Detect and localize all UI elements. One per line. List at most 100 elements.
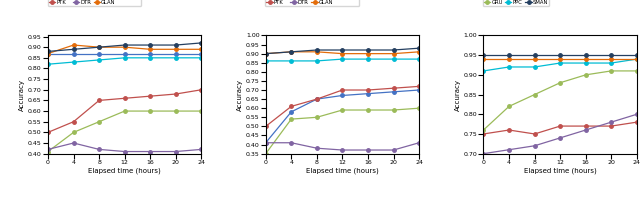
DTR (479, 152, 487, 155)
Line: SMAN: SMAN (46, 41, 203, 53)
GLAN (364, 52, 372, 55)
RvNN (313, 98, 321, 100)
PTK (121, 97, 129, 99)
GRU (505, 105, 513, 108)
DTR (262, 142, 269, 144)
PTK (415, 85, 423, 87)
X-axis label: Elapsed time (hours): Elapsed time (hours) (524, 168, 596, 174)
GLAN (479, 58, 487, 60)
Y-axis label: Accuracy: Accuracy (454, 79, 461, 111)
GRU (70, 131, 77, 134)
DTR (44, 148, 52, 151)
RvNN (415, 89, 423, 91)
DTR (313, 147, 321, 149)
Line: GLAN: GLAN (264, 50, 421, 55)
RvNN (364, 92, 372, 95)
Line: PPC: PPC (264, 57, 421, 63)
DTR (95, 148, 103, 151)
SMAN (633, 54, 640, 56)
PPC (313, 60, 321, 62)
DTR (633, 113, 640, 115)
DTR (556, 137, 564, 139)
Line: SMAN: SMAN (482, 53, 639, 57)
SMAN (44, 50, 52, 53)
GLAN (95, 46, 103, 48)
PPC (364, 58, 372, 60)
SMAN (390, 49, 397, 51)
GLAN (70, 44, 77, 46)
GLAN (633, 58, 640, 60)
PTK (147, 95, 154, 97)
RvNN (70, 52, 77, 55)
PPC (70, 61, 77, 63)
Line: PTK: PTK (264, 85, 421, 128)
DTR (198, 148, 205, 151)
GLAN (607, 58, 615, 60)
Line: GLAN: GLAN (46, 43, 203, 55)
Line: PTK: PTK (482, 120, 639, 136)
PTK (390, 87, 397, 89)
SMAN (339, 49, 346, 51)
GRU (364, 109, 372, 111)
RvNN (390, 91, 397, 93)
DTR (531, 145, 538, 147)
PTK (339, 89, 346, 91)
Line: RvNN: RvNN (46, 52, 203, 55)
DTR (287, 142, 295, 144)
RvNN (262, 142, 269, 144)
SMAN (313, 49, 321, 51)
PPC (479, 70, 487, 72)
SMAN (582, 54, 589, 56)
GLAN (172, 48, 180, 50)
GLAN (415, 51, 423, 53)
PPC (505, 66, 513, 68)
PPC (121, 57, 129, 59)
Line: GRU: GRU (264, 106, 421, 155)
Line: DTR: DTR (482, 112, 639, 155)
PPC (44, 63, 52, 65)
RvNN (95, 52, 103, 55)
PPC (556, 62, 564, 64)
PTK (633, 121, 640, 123)
X-axis label: Elapsed time (hours): Elapsed time (hours) (306, 168, 379, 174)
GRU (198, 110, 205, 112)
PPC (339, 58, 346, 60)
PTK (505, 129, 513, 131)
PTK (95, 99, 103, 102)
Legend: RvNN, PTK, GRU, DTR, PPC, GLAN, SMAN: RvNN, PTK, GRU, DTR, PPC, GLAN, SMAN (47, 0, 141, 6)
GLAN (390, 52, 397, 55)
SMAN (198, 42, 205, 44)
GLAN (262, 52, 269, 55)
X-axis label: Elapsed time (hours): Elapsed time (hours) (88, 168, 161, 174)
GRU (415, 107, 423, 109)
PTK (364, 89, 372, 91)
DTR (121, 150, 129, 153)
SMAN (147, 44, 154, 46)
PPC (390, 58, 397, 60)
GLAN (531, 58, 538, 60)
GRU (633, 70, 640, 72)
PPC (607, 62, 615, 64)
RvNN (198, 52, 205, 55)
SMAN (505, 54, 513, 56)
Line: GRU: GRU (46, 109, 203, 153)
GRU (479, 129, 487, 131)
PPC (95, 59, 103, 61)
GRU (531, 93, 538, 96)
PPC (582, 62, 589, 64)
DTR (390, 149, 397, 151)
Line: RvNN: RvNN (264, 88, 421, 144)
DTR (607, 121, 615, 123)
PPC (287, 60, 295, 62)
PTK (556, 125, 564, 127)
GRU (607, 70, 615, 72)
GLAN (339, 52, 346, 55)
DTR (70, 142, 77, 144)
GLAN (505, 58, 513, 60)
DTR (339, 149, 346, 151)
GRU (121, 110, 129, 112)
PTK (44, 131, 52, 134)
SMAN (556, 54, 564, 56)
DTR (582, 129, 589, 131)
SMAN (364, 49, 372, 51)
